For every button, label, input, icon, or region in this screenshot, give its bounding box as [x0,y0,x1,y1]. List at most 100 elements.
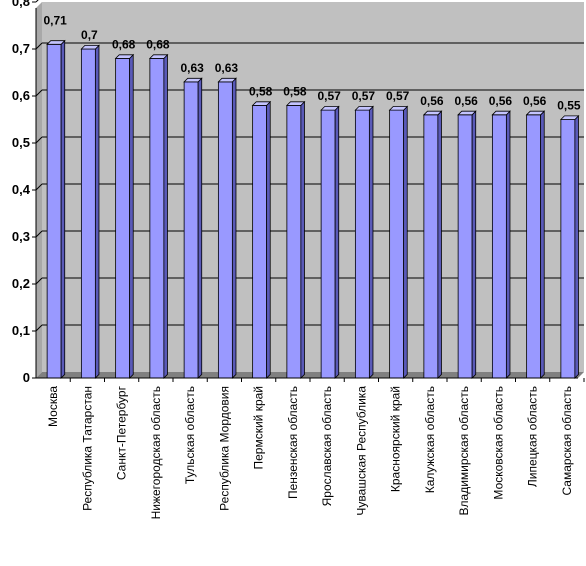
bar-side [368,105,374,379]
bar-top [114,54,135,59]
bar-side [471,110,477,379]
bar [422,110,443,379]
bar-front [320,109,336,379]
gridline-side [35,89,43,97]
y-tick-label: 0,3 [12,229,30,244]
bar-side [505,110,511,379]
y-axis: 0 0,1 0,2 0,3 0,4 0,5 0,6 0,7 0,8 [12,0,37,385]
gridline-side [35,324,43,332]
bar-side [94,44,100,379]
category-label: Липецкая область [526,386,540,487]
bar-front [183,81,199,379]
category-label: Пензенская область [286,386,300,499]
data-label: 0,68 [146,37,170,51]
data-label: 0,56 [489,94,513,108]
category-label: Республика Татарстан [80,386,94,511]
bar-front [457,114,473,379]
bar-side [403,105,408,379]
category-label: Московская область [491,386,505,500]
bar-side [334,105,340,379]
data-label: 0,55 [557,99,581,113]
bar-top [457,110,477,116]
bar-front [423,114,439,379]
category-label: Республика Мордовия [217,386,231,511]
category-label: Ярославская область [320,386,334,506]
category-label: Самарская область [560,386,574,496]
y-tick-label: 0 [23,370,30,385]
y-tick-label: 0,4 [12,182,31,197]
gridline-side [35,136,43,144]
bar-front [217,81,233,379]
data-label: 0,56 [420,94,444,108]
y-tick-label: 0,7 [12,41,30,56]
gridline-side [35,230,43,238]
data-label: 0,56 [523,94,547,108]
bar [251,100,272,379]
bar-front [80,48,96,379]
category-label: Москва [46,386,60,427]
bar-front [46,43,62,379]
category-label: Тульская область [183,386,197,484]
bar [388,105,409,379]
data-label: 0,63 [180,61,204,75]
category-label: Санкт-Петербург [115,385,129,480]
bar-side [437,110,442,379]
bar-side [60,39,66,379]
category-label: Владимирская область [457,386,471,515]
bar [354,105,374,379]
bar-side [574,114,579,379]
y-tick-label: 0,5 [12,135,30,150]
bar [183,77,203,379]
category-label: Калужская область [423,386,437,493]
plot-side-wall [36,2,42,378]
bar-top [217,77,237,83]
bar-side [129,53,134,379]
bar [525,110,546,379]
bar-top [183,77,203,83]
bar [491,110,511,379]
gridline-side [35,42,43,50]
bar-top [148,54,169,59]
bar-top [422,110,443,116]
bar-side [266,100,271,379]
bar-top [80,45,100,50]
bar-front [389,109,405,379]
bar-top [251,101,272,106]
bar [148,53,169,379]
bar-top [491,110,511,116]
bar-side [231,77,237,379]
bar-side [163,53,168,379]
gridline-side [35,183,43,191]
data-label: 0,57 [317,89,341,103]
bar-front [286,105,302,379]
plot-floor [36,372,584,378]
bar [457,110,477,379]
bar [320,105,340,379]
bar-front [115,58,131,379]
bars: 0,71 0,7 0,68 0,68 0,63 0,63 0,58 0,58 0,57 0,57 0… [43,13,581,379]
bar [217,77,237,379]
data-label: 0,71 [43,13,67,27]
bar-top [46,40,66,45]
data-label: 0,58 [249,84,273,98]
bar-top [285,101,306,106]
bar [114,53,135,379]
bar-side [540,110,545,379]
bar-top [559,115,580,120]
x-axis: Москва Республика Татарстан Санкт-Петербур… [36,377,585,519]
gridline-side [35,0,39,3]
bar-front [526,114,542,379]
bar [80,44,100,379]
gridline-side [35,277,43,285]
y-tick-label: 0,2 [12,276,30,291]
data-label: 0,58 [283,84,307,98]
category-label: Красноярский край [389,386,403,492]
category-label: Чувашская Республика [354,386,368,516]
bar-front [491,114,507,379]
bar-top [354,106,374,111]
y-tick-label: 0,8 [12,0,30,9]
bar-top [525,110,546,116]
bar-front [354,109,370,379]
bar [46,39,66,379]
